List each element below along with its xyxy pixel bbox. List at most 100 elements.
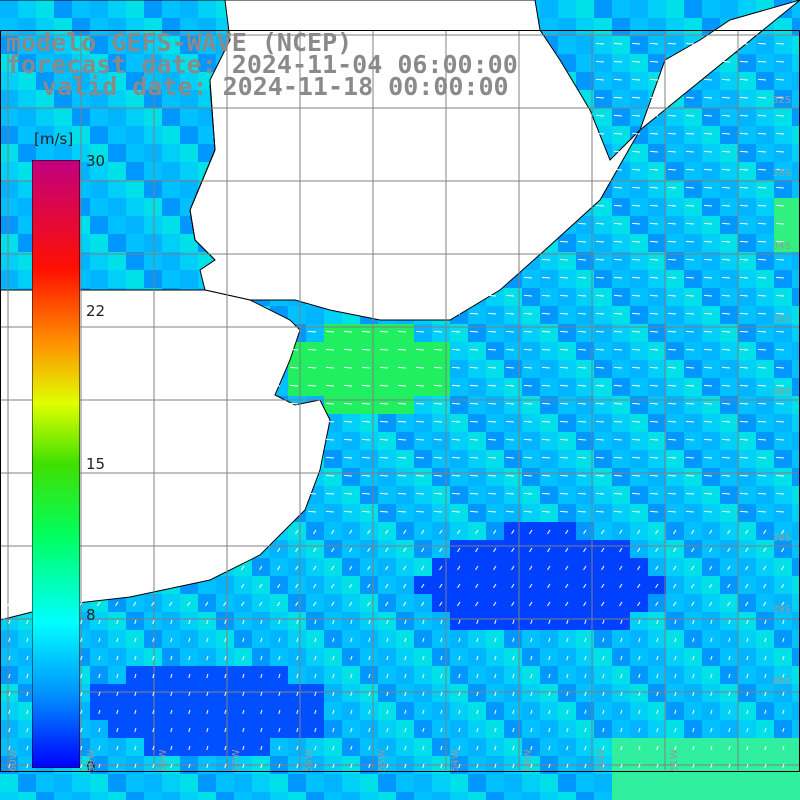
field-cell xyxy=(306,342,324,360)
field-cell xyxy=(450,774,468,792)
wind-arrow xyxy=(686,186,695,189)
field-cell xyxy=(720,720,738,738)
wind-arrow xyxy=(416,438,425,441)
field-cell xyxy=(504,648,522,666)
wind-arrow xyxy=(673,601,677,607)
field-cell xyxy=(378,738,396,756)
field-cell xyxy=(396,666,414,684)
wind-arrow xyxy=(331,529,335,535)
wind-arrow xyxy=(560,348,569,351)
field-cell xyxy=(108,90,126,108)
wind-arrow xyxy=(650,438,659,441)
field-cell xyxy=(414,396,432,414)
wind-arrow xyxy=(728,691,731,697)
wind-arrow xyxy=(242,619,245,625)
wind-arrow xyxy=(529,601,533,607)
field-cell xyxy=(234,630,252,648)
field-cell xyxy=(594,36,612,54)
field-cell xyxy=(756,468,774,486)
wind-arrow xyxy=(650,330,659,333)
wind-arrow xyxy=(277,547,281,553)
wind-arrow xyxy=(488,348,497,351)
wind-arrow xyxy=(764,655,767,661)
wind-arrow xyxy=(476,691,479,697)
field-cell xyxy=(144,162,162,180)
wind-arrow xyxy=(241,583,245,589)
wind-arrow xyxy=(614,96,623,99)
wind-arrow xyxy=(704,420,713,423)
wind-arrow xyxy=(596,258,605,261)
field-cell xyxy=(360,450,378,468)
wind-arrow xyxy=(764,673,767,679)
wind-arrow xyxy=(740,186,749,189)
field-cell xyxy=(792,738,800,756)
field-cell xyxy=(720,198,738,216)
field-cell xyxy=(630,720,648,738)
field-cell xyxy=(198,792,216,800)
wind-arrow xyxy=(439,583,443,589)
wind-arrow xyxy=(548,763,551,769)
field-cell xyxy=(144,702,162,720)
wind-arrow xyxy=(260,709,263,715)
field-cell xyxy=(756,432,774,450)
field-cell xyxy=(738,432,756,450)
wind-arrow xyxy=(542,330,551,333)
field-cell xyxy=(108,612,126,630)
wind-arrow xyxy=(758,132,767,135)
lat-label: 32S xyxy=(772,95,792,106)
field-cell xyxy=(774,252,792,270)
field-cell xyxy=(720,306,738,324)
wind-arrow xyxy=(542,312,551,315)
wind-arrow xyxy=(782,709,785,715)
field-cell xyxy=(576,432,594,450)
field-cell xyxy=(90,36,108,54)
field-cell xyxy=(630,504,648,522)
wind-arrow xyxy=(241,547,245,553)
field-cell xyxy=(288,738,306,756)
wind-arrow xyxy=(668,276,677,279)
field-cell xyxy=(720,468,738,486)
wind-arrow xyxy=(614,402,623,405)
wind-arrow xyxy=(614,204,623,207)
wind-arrow xyxy=(416,330,425,333)
wind-arrow xyxy=(116,745,119,751)
wind-arrow xyxy=(583,565,587,571)
field-cell xyxy=(108,162,126,180)
field-cell xyxy=(594,18,612,36)
field-cell xyxy=(540,792,558,800)
wind-arrow xyxy=(242,763,245,769)
wind-arrow xyxy=(295,547,299,553)
field-cell xyxy=(432,414,450,432)
wind-arrow xyxy=(380,456,389,459)
field-cell xyxy=(342,360,360,378)
field-cell xyxy=(342,378,360,396)
wind-arrow xyxy=(776,294,785,297)
wind-arrow xyxy=(524,276,533,279)
field-cell xyxy=(216,702,234,720)
wind-arrow xyxy=(602,637,605,643)
title-forecast-date: forecast date: 2024-11-04 06:00:00 xyxy=(6,50,518,79)
field-cell xyxy=(360,738,378,756)
wind-arrow xyxy=(704,114,713,117)
wind-arrow xyxy=(601,565,605,571)
field-cell xyxy=(702,252,720,270)
field-cell xyxy=(396,360,414,378)
field-cell xyxy=(666,396,684,414)
field-cell xyxy=(540,666,558,684)
wind-arrow xyxy=(386,745,389,751)
field-cell xyxy=(594,720,612,738)
wind-arrow xyxy=(722,456,731,459)
field-cell xyxy=(450,486,468,504)
wind-arrow xyxy=(344,438,353,441)
wind-arrow xyxy=(512,727,515,733)
wind-arrow xyxy=(362,510,371,513)
field-cell xyxy=(342,774,360,792)
wind-arrow xyxy=(668,258,677,261)
title-model: modelo GEFS-WAVE (NCEP) xyxy=(6,28,353,57)
wind-arrow xyxy=(776,114,785,117)
wind-arrow xyxy=(254,420,263,423)
field-cell xyxy=(234,666,252,684)
field-cell xyxy=(486,468,504,486)
field-cell xyxy=(180,180,198,198)
wind-arrow xyxy=(332,691,335,697)
